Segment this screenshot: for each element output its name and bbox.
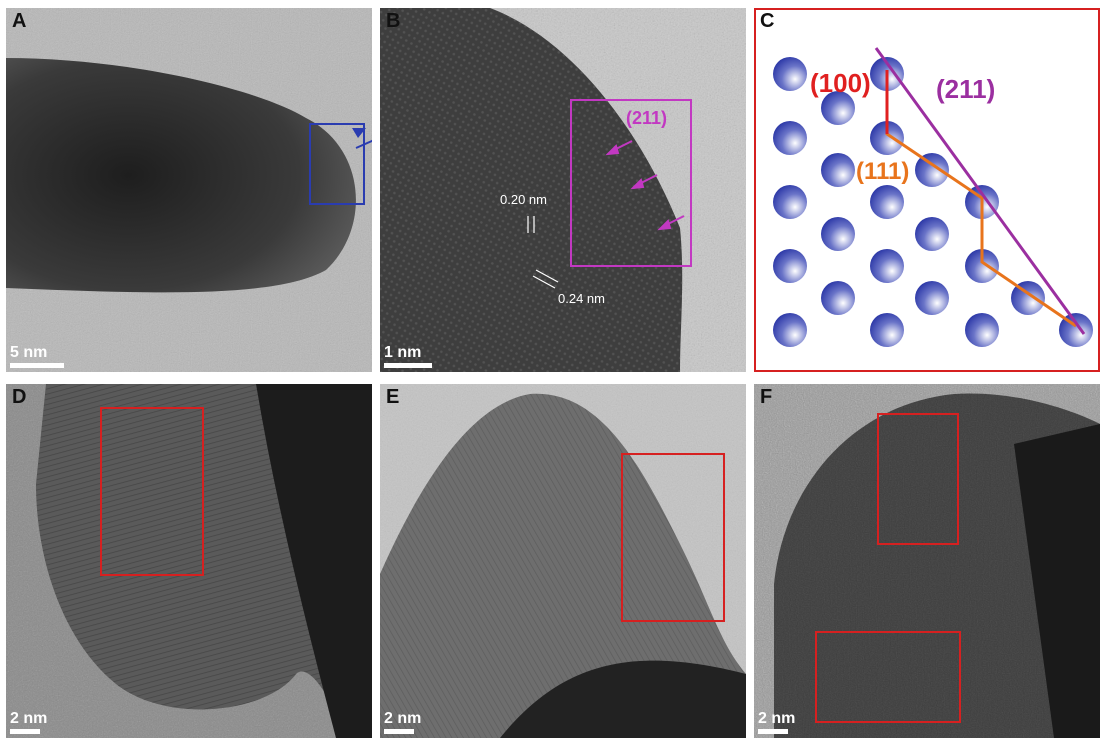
highlight-box-d — [100, 407, 204, 576]
scale-bar-e: 2 nm — [384, 711, 421, 734]
scale-bar-d: 2 nm — [10, 711, 47, 734]
facet-211-line — [874, 47, 1086, 335]
scale-bar-f: 2 nm — [758, 711, 795, 734]
panel-a-image — [6, 8, 372, 372]
scale-bar-d-text: 2 nm — [10, 710, 48, 727]
panel-d: D 2 nm — [6, 384, 372, 738]
panel-c-schematic — [754, 8, 1100, 372]
zoom-box — [309, 123, 365, 205]
facet-label-100: (100) — [810, 68, 871, 98]
facet-box — [570, 99, 692, 267]
panel-a: A 5 nm — [6, 8, 372, 372]
scale-bar-b-text: 1 nm — [384, 344, 422, 361]
panel-b-label: B — [386, 10, 401, 32]
zoom-arrow — [355, 139, 372, 149]
highlight-box-e — [621, 453, 725, 622]
panel-e: E 2 nm — [380, 384, 746, 738]
scale-bar-a-text: 5 nm — [10, 344, 48, 361]
facet-label-211: (211) — [626, 108, 668, 128]
highlight-box-f1 — [877, 413, 959, 545]
scale-bar-b: 1 nm — [384, 345, 432, 368]
panel-a-label: A — [12, 10, 27, 32]
panel-b: B (211) 0.20 nm 0.24 nm 1 nm — [380, 8, 746, 372]
panel-e-image — [380, 384, 746, 738]
spacing-label-020: 0.20 nm — [500, 192, 547, 207]
panel-c-label: C — [760, 10, 775, 32]
panel-f-label: F — [760, 386, 773, 408]
nanorod — [6, 58, 356, 293]
highlight-box-f2 — [815, 631, 961, 723]
panel-f: F 2 nm — [754, 384, 1100, 738]
scale-bar-a: 5 nm — [10, 345, 64, 368]
schematic-frame — [754, 8, 1100, 372]
scale-bar-f-text: 2 nm — [758, 710, 796, 727]
scale-bar-e-text: 2 nm — [384, 710, 422, 727]
facet-label-111: (111) — [856, 158, 910, 185]
panel-c: C (100) (111) (211) — [754, 8, 1100, 372]
facet-label-211-schematic: (211) — [936, 74, 996, 104]
panel-e-label: E — [386, 386, 400, 408]
panel-f-image — [754, 384, 1100, 738]
panel-b-image — [380, 8, 746, 372]
panel-d-image — [6, 384, 372, 738]
panel-d-label: D — [12, 386, 27, 408]
spacing-label-024: 0.24 nm — [558, 291, 605, 306]
